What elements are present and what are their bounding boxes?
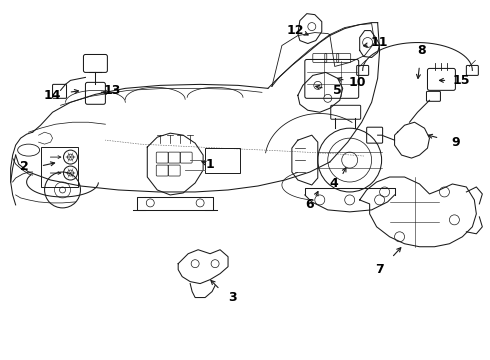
Text: 14: 14 — [44, 89, 61, 102]
Text: 1: 1 — [206, 158, 215, 171]
Text: 6: 6 — [305, 198, 314, 211]
Text: 13: 13 — [104, 84, 121, 97]
Text: 8: 8 — [417, 44, 426, 57]
Text: 9: 9 — [451, 136, 460, 149]
Text: 2: 2 — [20, 159, 29, 172]
Text: 10: 10 — [349, 76, 367, 89]
Text: 12: 12 — [286, 24, 304, 37]
Text: 7: 7 — [375, 263, 384, 276]
Text: 11: 11 — [371, 36, 389, 49]
Text: 5: 5 — [333, 84, 342, 97]
Text: 15: 15 — [453, 74, 470, 87]
Text: 4: 4 — [329, 177, 338, 190]
Text: 3: 3 — [228, 291, 236, 304]
